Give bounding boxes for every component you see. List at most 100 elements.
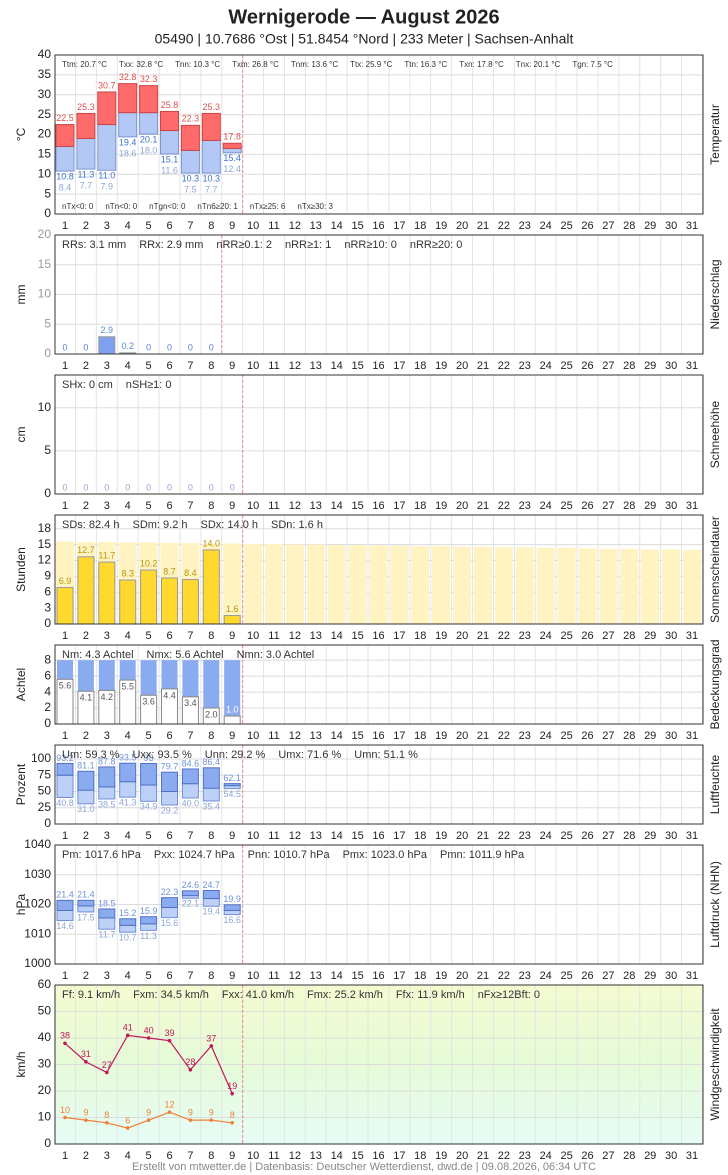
x-tick-label: 9 — [229, 360, 235, 372]
stat-label: Txx: 32.8 °C — [119, 60, 163, 69]
x-tick-label: 22 — [498, 730, 510, 742]
x-tick-label: 29 — [644, 830, 656, 842]
x-tick-label: 24 — [540, 360, 552, 372]
x-tick-label: 14 — [331, 360, 343, 372]
x-tick-label: 31 — [686, 360, 698, 372]
x-tick-label: 1 — [62, 360, 68, 372]
max-label: 62.1 — [223, 773, 241, 783]
x-tick-label: 20 — [456, 730, 468, 742]
x-tick-label: 31 — [686, 1150, 698, 1162]
stat-label: nRR≥10: 0 — [344, 239, 397, 251]
x-tick-label: 11 — [268, 630, 279, 642]
title: Wernigerode — August 2026 — [228, 6, 499, 28]
x-tick-label: 10 — [247, 730, 259, 742]
value-label: 9 — [188, 1108, 193, 1118]
max-point — [146, 1036, 151, 1040]
max-label: 79.7 — [161, 762, 179, 772]
y-tick-label: 9 — [44, 569, 51, 583]
y-tick-label: 30 — [38, 1057, 52, 1071]
mean-point — [105, 1121, 109, 1125]
plot-frame — [54, 844, 704, 965]
max-point — [230, 1091, 234, 1096]
possible-bar — [327, 545, 346, 624]
plot-frame — [54, 234, 704, 355]
x-tick-label: 8 — [208, 830, 214, 842]
value-label: 27 — [102, 1060, 112, 1070]
x-tick-label: 12 — [289, 500, 301, 512]
range-upper-bar — [161, 897, 178, 908]
x-tick-label: 6 — [166, 500, 172, 512]
min-label: 19.4 — [203, 907, 221, 917]
possible-bar — [515, 547, 534, 624]
value-label: 5.6 — [59, 681, 72, 691]
x-tick-label: 21 — [477, 1150, 489, 1162]
x-tick-label: 20 — [456, 360, 468, 372]
max-label: 17.8 — [223, 132, 241, 142]
max-label: 84.6 — [182, 758, 200, 768]
cloud-free-bar — [57, 660, 73, 680]
value-label: 8 — [104, 1110, 109, 1120]
value-label: 0 — [188, 482, 193, 492]
x-tick-label: 19 — [435, 830, 447, 842]
x-tick-label: 3 — [104, 630, 110, 642]
stat-label: Tnx: 20.1 °C — [516, 60, 561, 69]
x-tick-label: 18 — [414, 220, 426, 232]
possible-bar — [599, 548, 618, 624]
temperature-upper-bar — [180, 124, 200, 151]
temperature-upper-bar — [76, 112, 96, 139]
temperature-lower-bar — [160, 130, 179, 155]
x-tick-label: 24 — [540, 830, 552, 842]
value-label: 0 — [146, 342, 151, 352]
possible-bar — [411, 546, 430, 624]
x-tick-label: 24 — [540, 630, 552, 642]
x-tick-label: 25 — [560, 360, 572, 372]
x-tick-label: 6 — [166, 730, 172, 742]
x-tick-label: 23 — [519, 730, 531, 742]
cloud-free-bar — [161, 660, 178, 689]
x-tick-label: 25 — [560, 220, 572, 232]
stat-label: SDn: 1.6 h — [271, 519, 323, 531]
min-label: 40.0 — [182, 798, 200, 808]
x-tick-label: 5 — [146, 500, 152, 512]
min-label: 15.4 — [223, 153, 241, 163]
temperature-upper-bar — [55, 124, 75, 147]
x-tick-label: 18 — [414, 830, 426, 842]
stat-label: Uxx: 93.5 % — [132, 749, 192, 761]
x-tick-label: 23 — [519, 220, 531, 232]
x-tick-label: 2 — [83, 500, 89, 512]
cloud-free-bar — [182, 660, 199, 697]
value-label: 10.2 — [140, 558, 158, 568]
range-lower-bar — [181, 783, 199, 799]
x-tick-label: 27 — [602, 630, 614, 642]
x-tick-label: 16 — [372, 360, 384, 372]
ground-min-label: 11.6 — [161, 165, 178, 175]
x-tick-label: 22 — [498, 970, 510, 982]
x-tick-label: 15 — [351, 730, 363, 742]
value-label: 4.4 — [163, 690, 176, 700]
mean-point — [167, 1110, 172, 1114]
value-label: 5.5 — [121, 681, 134, 691]
temperature-lower-bar — [222, 147, 242, 154]
stat-label: Um: 59.3 % — [62, 749, 120, 761]
y-tick-label: 0 — [44, 616, 51, 630]
stat-label: Txn: 17.8 °C — [459, 60, 504, 69]
possible-bar — [557, 547, 576, 624]
x-tick-label: 16 — [372, 970, 384, 982]
x-tick-label: 2 — [83, 630, 89, 642]
stat-label: SDx: 14.0 h — [201, 519, 258, 531]
range-upper-bar — [202, 767, 220, 789]
possible-bar — [244, 544, 263, 624]
x-tick-label: 28 — [623, 830, 635, 842]
stat-label: Ttm: 20.7 °C — [62, 60, 107, 69]
value-label: 8.4 — [184, 568, 197, 578]
y-tick-label: 25 — [38, 800, 52, 814]
value-label: 3.6 — [142, 697, 155, 707]
min-label: 19.4 — [119, 137, 137, 147]
value-label: 0 — [62, 482, 67, 492]
value-label: 40 — [144, 1025, 154, 1035]
max-label: 32.8 — [119, 72, 137, 82]
x-tick-label: 18 — [414, 1150, 426, 1162]
x-tick-label: 30 — [665, 730, 677, 742]
value-label: 6.9 — [59, 576, 72, 586]
cloud-free-bar — [98, 660, 115, 691]
